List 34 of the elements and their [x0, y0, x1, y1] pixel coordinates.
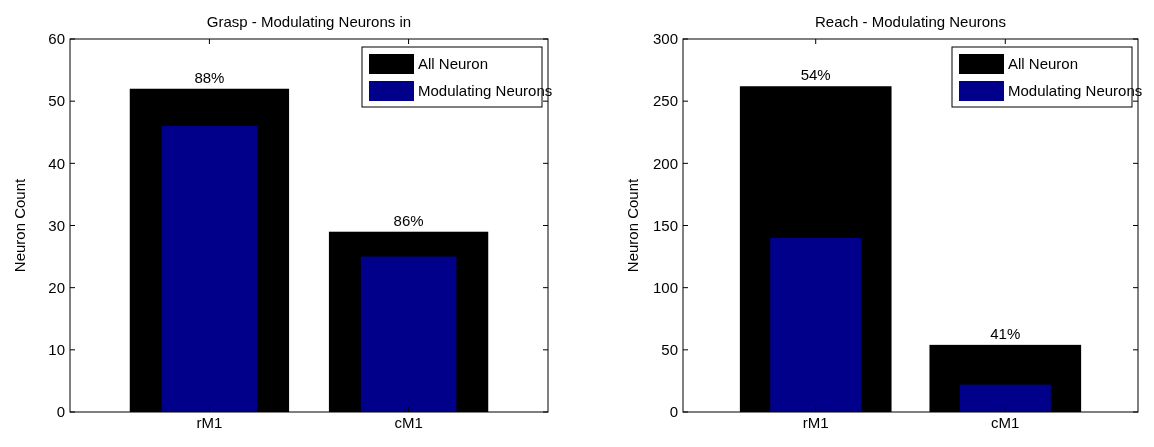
y-tick-label: 40: [48, 154, 65, 172]
legend-label: All Neuron: [418, 55, 489, 73]
y-tick-label: 50: [48, 92, 65, 110]
y-tick-label: 10: [48, 341, 65, 359]
annotation: 54%: [800, 66, 831, 84]
annotation: 86%: [393, 211, 424, 229]
y-tick-label: 60: [48, 30, 65, 48]
y-tick-label: 300: [652, 30, 678, 48]
y-axis-title: Neuron Count: [624, 177, 641, 273]
legend-label: Modulating Neurons: [418, 82, 553, 100]
y-tick-label: 200: [652, 154, 678, 172]
chart-title: Reach - Modulating Neurons: [815, 13, 1006, 30]
legend-label: Modulating Neurons: [1008, 82, 1143, 100]
bar: [770, 237, 862, 412]
y-tick-label: 0: [669, 403, 678, 421]
bar: [161, 126, 258, 412]
x-tick-label: rM1: [802, 414, 829, 431]
y-tick-label: 30: [48, 216, 65, 234]
y-tick-label: 20: [48, 278, 65, 296]
y-tick-label: 0: [56, 403, 65, 421]
y-axis-title: Neuron Count: [11, 177, 28, 273]
x-tick-label: cM1: [991, 414, 1020, 431]
legend-label: All Neuron: [1008, 55, 1079, 73]
chart-title: Grasp - Modulating Neurons in: [206, 13, 412, 30]
y-tick-label: 150: [652, 216, 678, 234]
x-tick-label: cM1: [394, 414, 423, 431]
x-tick-label: rM1: [196, 414, 223, 431]
annotation: 41%: [990, 324, 1021, 342]
bar: [360, 256, 457, 412]
annotation: 88%: [194, 68, 225, 86]
bar: [959, 384, 1051, 412]
y-tick-label: 100: [652, 278, 678, 296]
y-tick-label: 50: [661, 341, 678, 359]
y-tick-label: 250: [652, 92, 678, 110]
